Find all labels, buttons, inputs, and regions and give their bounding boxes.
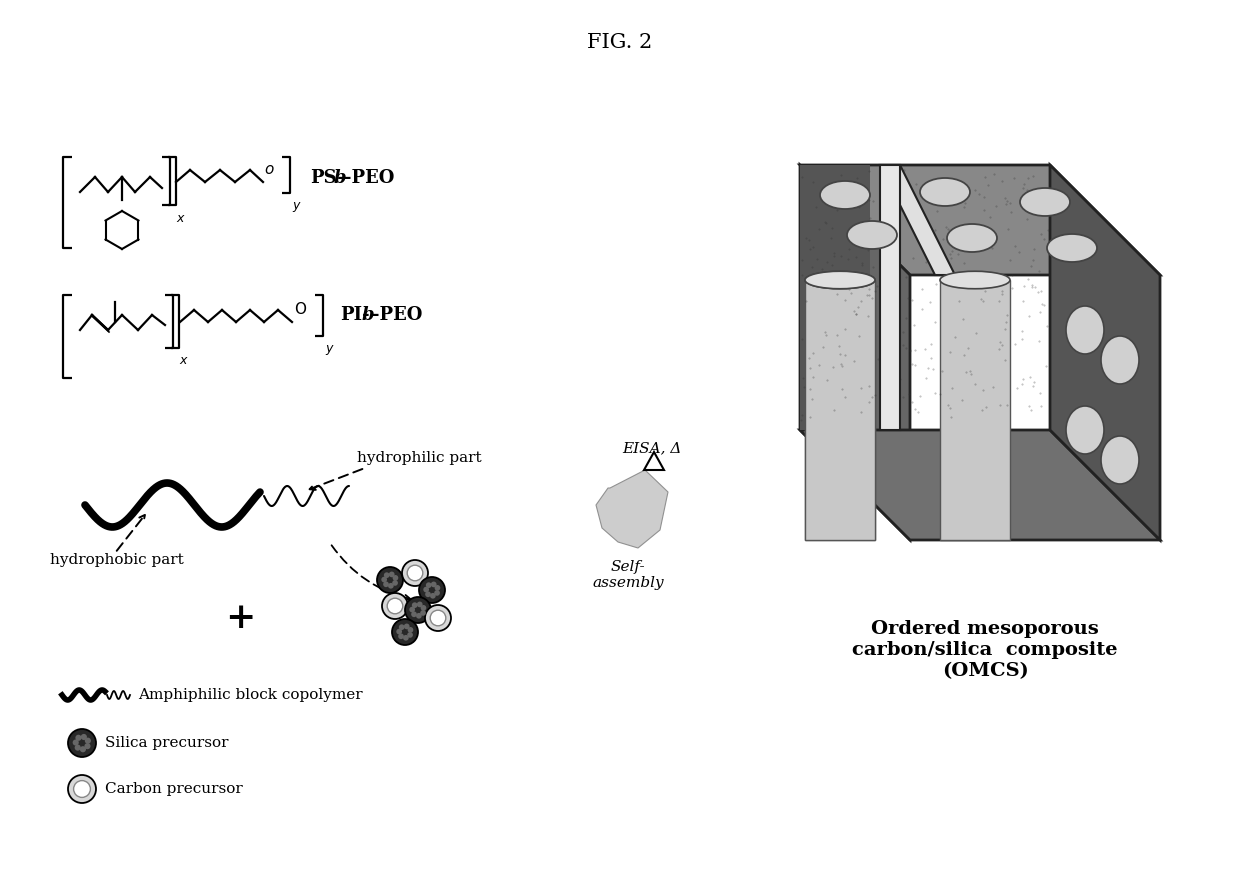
Text: PI-: PI-: [340, 306, 370, 324]
Circle shape: [73, 740, 79, 745]
Circle shape: [383, 581, 389, 587]
Circle shape: [402, 560, 428, 586]
Circle shape: [68, 729, 95, 757]
Circle shape: [405, 597, 432, 623]
Text: o: o: [264, 161, 273, 176]
Text: -PEO: -PEO: [343, 169, 394, 187]
Text: +: +: [224, 601, 255, 635]
Polygon shape: [805, 280, 875, 540]
Circle shape: [430, 593, 435, 598]
Polygon shape: [800, 165, 910, 540]
Circle shape: [407, 632, 413, 638]
Text: hydrophilic part: hydrophilic part: [357, 451, 481, 465]
Polygon shape: [596, 470, 668, 548]
Ellipse shape: [940, 271, 1011, 289]
Circle shape: [420, 605, 427, 611]
Text: b: b: [362, 306, 374, 324]
Circle shape: [403, 635, 409, 641]
Circle shape: [79, 746, 86, 752]
Circle shape: [423, 587, 429, 592]
Circle shape: [397, 628, 402, 635]
Circle shape: [68, 775, 95, 803]
Circle shape: [419, 577, 445, 603]
Ellipse shape: [1101, 436, 1140, 484]
Ellipse shape: [1066, 406, 1104, 454]
Circle shape: [417, 602, 423, 607]
Ellipse shape: [920, 178, 970, 206]
Circle shape: [398, 634, 404, 639]
Circle shape: [384, 573, 389, 578]
Circle shape: [84, 737, 91, 743]
Text: hydrophobic part: hydrophobic part: [50, 553, 184, 567]
Ellipse shape: [1101, 336, 1140, 384]
Circle shape: [412, 603, 418, 608]
Text: EISA, Δ: EISA, Δ: [622, 441, 681, 455]
Circle shape: [420, 610, 425, 616]
Ellipse shape: [1047, 234, 1097, 262]
Text: FIG. 2: FIG. 2: [588, 33, 652, 51]
Ellipse shape: [1021, 188, 1070, 216]
Text: Carbon precursor: Carbon precursor: [105, 782, 243, 796]
Ellipse shape: [820, 181, 870, 209]
Ellipse shape: [847, 221, 897, 249]
Ellipse shape: [1066, 306, 1104, 354]
Polygon shape: [940, 280, 1011, 540]
Polygon shape: [1050, 165, 1159, 540]
Circle shape: [407, 566, 423, 581]
Circle shape: [387, 598, 403, 614]
Circle shape: [425, 591, 430, 597]
Circle shape: [409, 607, 415, 612]
Circle shape: [434, 585, 440, 590]
Polygon shape: [880, 165, 900, 430]
Polygon shape: [880, 165, 955, 275]
Circle shape: [84, 743, 91, 750]
Circle shape: [81, 734, 87, 740]
Circle shape: [388, 583, 394, 589]
Text: y: y: [291, 199, 299, 212]
Polygon shape: [800, 165, 1159, 275]
Text: Self-
assembly: Self- assembly: [593, 560, 663, 590]
Text: b: b: [334, 169, 347, 187]
Circle shape: [393, 575, 398, 581]
Circle shape: [404, 624, 409, 629]
Polygon shape: [805, 280, 875, 540]
Circle shape: [434, 590, 440, 596]
Circle shape: [389, 572, 394, 577]
Text: Amphiphilic block copolymer: Amphiphilic block copolymer: [138, 688, 362, 702]
Circle shape: [76, 735, 82, 741]
Text: O: O: [294, 303, 306, 318]
Polygon shape: [800, 165, 870, 430]
Circle shape: [382, 593, 408, 619]
Circle shape: [430, 581, 436, 588]
Ellipse shape: [805, 271, 875, 289]
Circle shape: [392, 619, 418, 645]
Ellipse shape: [805, 271, 875, 289]
Circle shape: [74, 744, 81, 750]
Circle shape: [430, 610, 446, 626]
Circle shape: [425, 605, 451, 631]
Circle shape: [412, 612, 417, 617]
Circle shape: [425, 582, 432, 588]
Text: -PEO: -PEO: [372, 306, 423, 324]
Circle shape: [377, 567, 403, 593]
Circle shape: [408, 627, 413, 633]
Ellipse shape: [947, 224, 997, 252]
Text: x: x: [179, 354, 186, 367]
Text: x: x: [176, 212, 184, 225]
Text: Ordered mesoporous
carbon/silica  composite
(OMCS): Ordered mesoporous carbon/silica composi…: [852, 620, 1117, 680]
Text: Silica precursor: Silica precursor: [105, 736, 228, 750]
Circle shape: [382, 577, 387, 582]
Circle shape: [73, 781, 91, 797]
Circle shape: [392, 580, 398, 586]
Text: PS-: PS-: [310, 169, 345, 187]
Circle shape: [399, 624, 404, 630]
Text: y: y: [325, 342, 332, 355]
Polygon shape: [800, 430, 1159, 540]
Circle shape: [415, 613, 422, 619]
